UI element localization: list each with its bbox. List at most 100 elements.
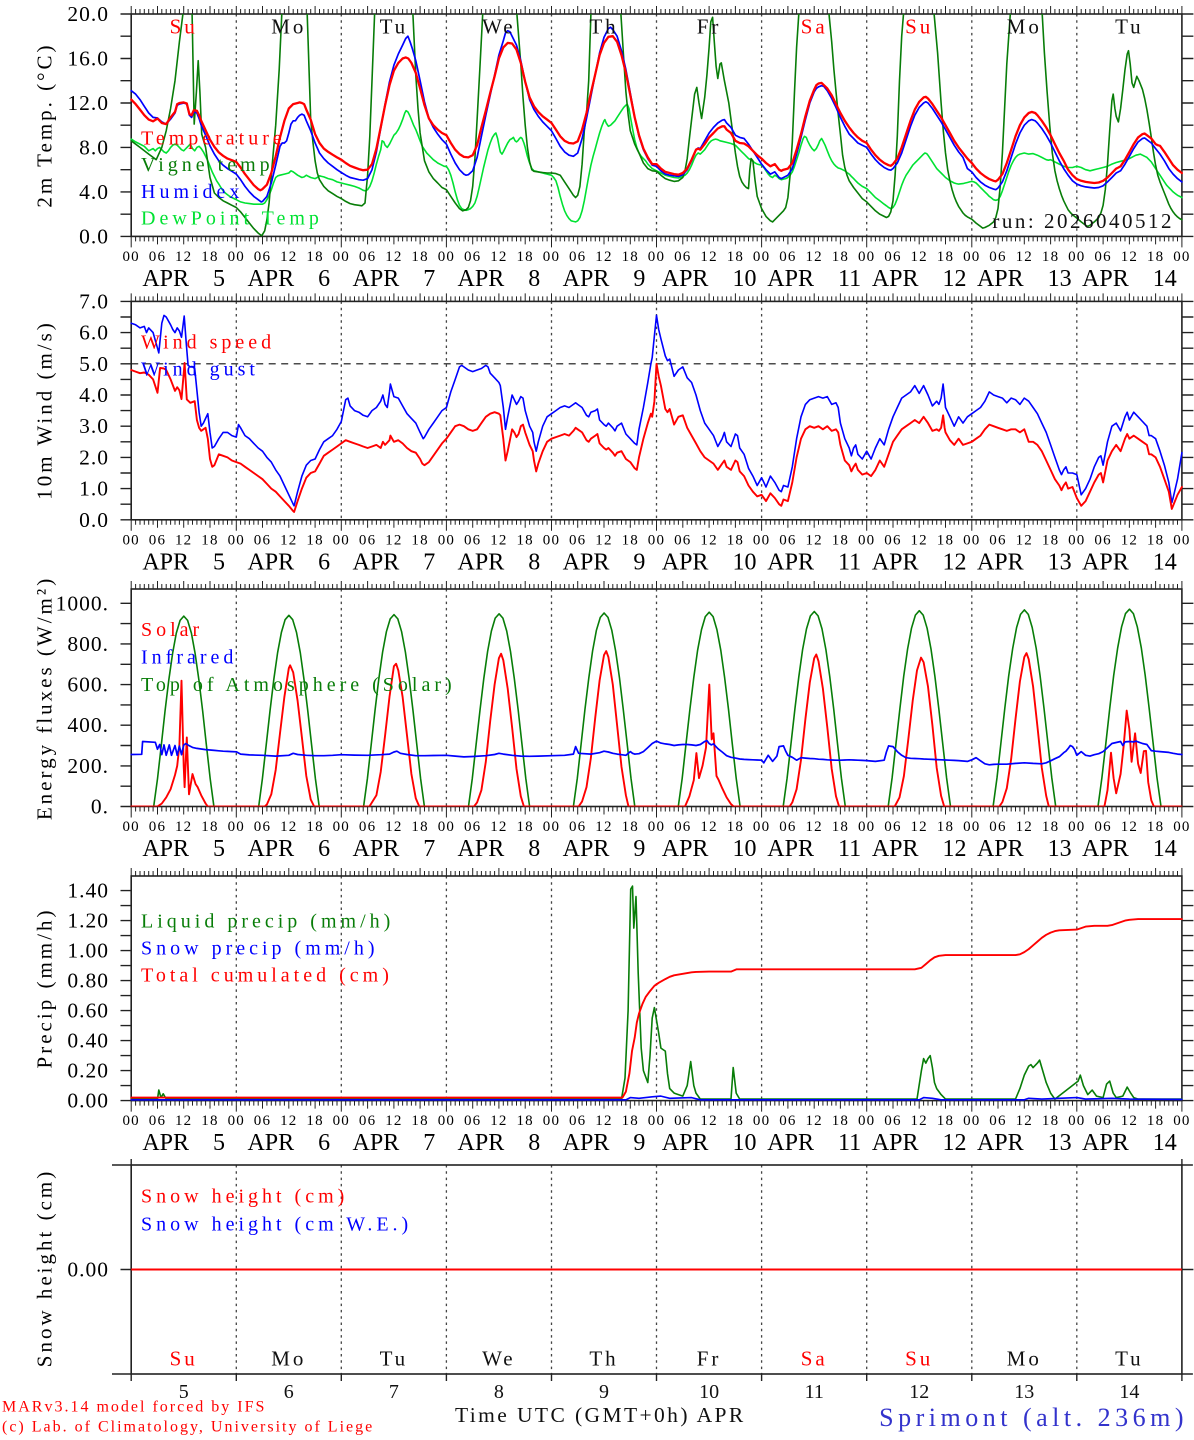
svg-text:18: 18 bbox=[306, 249, 323, 265]
svg-text:00: 00 bbox=[122, 1113, 139, 1129]
svg-text:00: 00 bbox=[122, 532, 139, 548]
svg-text:1.40: 1.40 bbox=[67, 879, 109, 903]
svg-text:12: 12 bbox=[280, 1113, 297, 1129]
svg-text:Humidex: Humidex bbox=[141, 181, 243, 203]
svg-text:2m Temp. (°C): 2m Temp. (°C) bbox=[33, 42, 57, 207]
svg-text:06: 06 bbox=[1094, 1113, 1111, 1129]
svg-text:18: 18 bbox=[201, 819, 218, 835]
svg-text:18: 18 bbox=[1147, 1113, 1164, 1129]
svg-text:00: 00 bbox=[963, 249, 980, 265]
svg-text:12: 12 bbox=[280, 249, 297, 265]
svg-text:Su: Su bbox=[905, 15, 933, 39]
svg-text:Vigne temp: Vigne temp bbox=[141, 154, 274, 176]
svg-text:00: 00 bbox=[1068, 1113, 1085, 1129]
svg-text:12: 12 bbox=[805, 1113, 822, 1129]
svg-text:0.60: 0.60 bbox=[67, 999, 109, 1023]
svg-text:12: 12 bbox=[490, 532, 507, 548]
svg-text:06: 06 bbox=[254, 819, 271, 835]
svg-text:APR 13: APR 13 bbox=[977, 836, 1072, 862]
svg-text:00: 00 bbox=[1173, 819, 1190, 835]
svg-text:06: 06 bbox=[359, 249, 376, 265]
svg-text:12: 12 bbox=[280, 532, 297, 548]
svg-text:18: 18 bbox=[622, 249, 639, 265]
svg-text:06: 06 bbox=[779, 532, 796, 548]
svg-text:06: 06 bbox=[884, 532, 901, 548]
svg-text:Solar: Solar bbox=[141, 619, 203, 641]
svg-text:APR 12: APR 12 bbox=[872, 836, 967, 862]
svg-text:06: 06 bbox=[884, 819, 901, 835]
svg-text:00: 00 bbox=[543, 819, 560, 835]
svg-text:00: 00 bbox=[122, 249, 139, 265]
svg-text:APR 11: APR 11 bbox=[767, 836, 861, 862]
svg-text:06: 06 bbox=[884, 1113, 901, 1129]
svg-text:Su: Su bbox=[170, 1347, 198, 1371]
svg-text:APR 12: APR 12 bbox=[872, 549, 967, 575]
svg-text:18: 18 bbox=[937, 249, 954, 265]
svg-text:06: 06 bbox=[359, 1113, 376, 1129]
svg-text:18: 18 bbox=[201, 249, 218, 265]
svg-text:0.80: 0.80 bbox=[67, 969, 109, 993]
svg-text:Liquid precip (mm/h): Liquid precip (mm/h) bbox=[141, 911, 394, 933]
svg-text:12: 12 bbox=[175, 819, 192, 835]
svg-text:APR 8: APR 8 bbox=[458, 266, 541, 292]
svg-text:Su: Su bbox=[170, 15, 198, 39]
svg-text:Mo: Mo bbox=[271, 1347, 306, 1371]
svg-text:14: 14 bbox=[1119, 1381, 1139, 1403]
svg-text:Tu: Tu bbox=[380, 15, 409, 39]
svg-text:Tu: Tu bbox=[1115, 15, 1144, 39]
svg-text:Fr: Fr bbox=[697, 15, 722, 39]
svg-text:18: 18 bbox=[516, 532, 533, 548]
svg-text:06: 06 bbox=[569, 532, 586, 548]
svg-text:06: 06 bbox=[1094, 819, 1111, 835]
svg-text:APR 14: APR 14 bbox=[1082, 549, 1177, 575]
svg-text:06: 06 bbox=[359, 819, 376, 835]
svg-text:Top of Atmosphere (Solar): Top of Atmosphere (Solar) bbox=[141, 674, 456, 696]
svg-text:18: 18 bbox=[516, 1113, 533, 1129]
svg-text:00: 00 bbox=[543, 249, 560, 265]
svg-text:18: 18 bbox=[832, 819, 849, 835]
svg-text:06: 06 bbox=[569, 819, 586, 835]
svg-text:APR 11: APR 11 bbox=[767, 1130, 861, 1156]
svg-text:00: 00 bbox=[543, 532, 560, 548]
svg-text:0.20: 0.20 bbox=[67, 1059, 109, 1083]
svg-text:00: 00 bbox=[438, 249, 455, 265]
svg-text:18: 18 bbox=[411, 819, 428, 835]
svg-text:18: 18 bbox=[201, 1113, 218, 1129]
svg-text:APR 5: APR 5 bbox=[142, 266, 225, 292]
svg-text:00: 00 bbox=[963, 819, 980, 835]
svg-text:06: 06 bbox=[569, 249, 586, 265]
svg-text:18: 18 bbox=[727, 532, 744, 548]
svg-text:18: 18 bbox=[411, 532, 428, 548]
svg-text:12: 12 bbox=[909, 1381, 929, 1403]
svg-text:APR 8: APR 8 bbox=[458, 1130, 541, 1156]
svg-text:18: 18 bbox=[937, 532, 954, 548]
svg-text:We: We bbox=[482, 1347, 515, 1371]
svg-text:APR 6: APR 6 bbox=[247, 1130, 330, 1156]
svg-text:12: 12 bbox=[595, 1113, 612, 1129]
svg-text:MARv3.14 model forced by IFS: MARv3.14 model forced by IFS bbox=[2, 1399, 266, 1416]
svg-text:12: 12 bbox=[700, 819, 717, 835]
svg-text:Infrared: Infrared bbox=[141, 647, 237, 669]
svg-text:06: 06 bbox=[989, 819, 1006, 835]
svg-text:APR 9: APR 9 bbox=[563, 836, 646, 862]
svg-text:APR 7: APR 7 bbox=[353, 549, 436, 575]
svg-text:18: 18 bbox=[832, 249, 849, 265]
svg-text:18: 18 bbox=[1147, 249, 1164, 265]
svg-text:APR 9: APR 9 bbox=[563, 549, 646, 575]
svg-text:12: 12 bbox=[910, 1113, 927, 1129]
svg-text:18: 18 bbox=[306, 532, 323, 548]
svg-text:18: 18 bbox=[622, 819, 639, 835]
svg-text:18: 18 bbox=[1042, 819, 1059, 835]
svg-text:06: 06 bbox=[779, 249, 796, 265]
svg-text:18: 18 bbox=[937, 819, 954, 835]
svg-text:12: 12 bbox=[175, 532, 192, 548]
svg-text:18: 18 bbox=[516, 819, 533, 835]
svg-text:18: 18 bbox=[622, 1113, 639, 1129]
svg-text:APR 10: APR 10 bbox=[662, 836, 757, 862]
svg-text:06: 06 bbox=[149, 1113, 166, 1129]
svg-text:10: 10 bbox=[699, 1381, 719, 1403]
svg-text:06: 06 bbox=[359, 532, 376, 548]
svg-text:00: 00 bbox=[648, 819, 665, 835]
svg-text:3.0: 3.0 bbox=[79, 414, 109, 438]
svg-text:18: 18 bbox=[727, 1113, 744, 1129]
